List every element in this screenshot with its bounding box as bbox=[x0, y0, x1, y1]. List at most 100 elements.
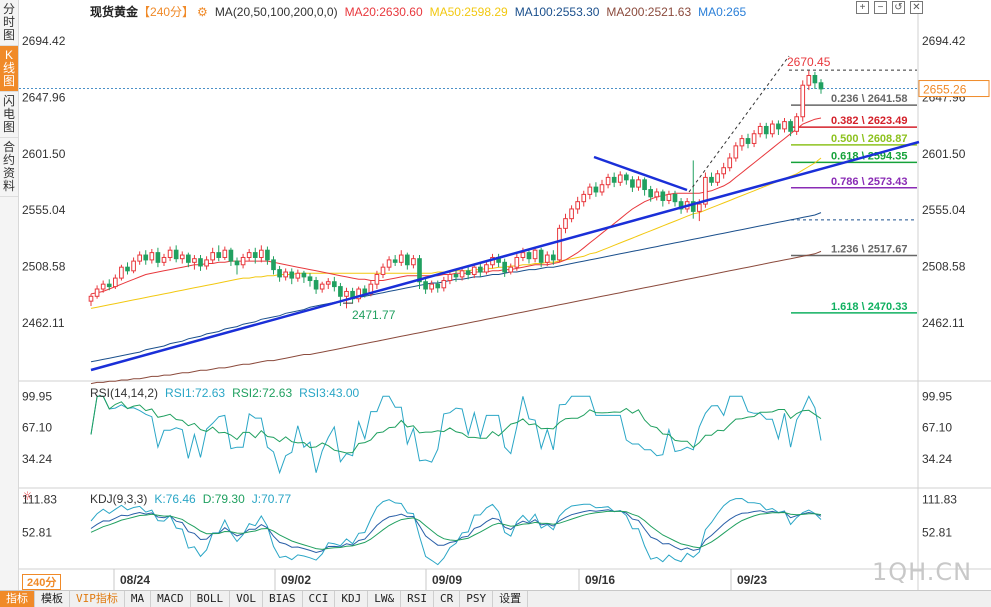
candle-body bbox=[770, 123, 775, 135]
candle-body bbox=[788, 121, 793, 132]
candle bbox=[478, 263, 483, 277]
rsi-tick-right-2: 34.24 bbox=[922, 452, 952, 466]
fib-label-1.236: 1.236 \ 2517.67 bbox=[831, 243, 907, 255]
candle bbox=[770, 120, 775, 138]
candle bbox=[380, 263, 386, 279]
side-tab-0[interactable]: 分时图 bbox=[0, 0, 18, 46]
candle bbox=[265, 246, 270, 265]
candle-body bbox=[94, 288, 100, 297]
candle bbox=[587, 183, 593, 200]
rsi-tick-right-0: 99.95 bbox=[922, 389, 952, 403]
candle-body bbox=[246, 252, 252, 258]
refresh-icon[interactable]: ↺ bbox=[892, 1, 905, 14]
price-tick-right-5: 2462.11 bbox=[922, 316, 965, 330]
kdj-d-value: D:79.30 bbox=[202, 492, 245, 506]
candle-body bbox=[593, 186, 599, 193]
fib-label-0.786: 0.786 \ 2573.43 bbox=[831, 176, 907, 188]
candle-body bbox=[155, 252, 161, 263]
candle-body bbox=[210, 252, 215, 261]
toolbar-item-13[interactable]: PSY bbox=[460, 590, 494, 607]
toolbar-item-11[interactable]: RSI bbox=[401, 590, 434, 607]
candle bbox=[447, 270, 453, 285]
candle bbox=[636, 176, 641, 191]
candle-body bbox=[392, 259, 398, 263]
candle-body bbox=[113, 277, 118, 288]
zoom-in-icon[interactable]: + bbox=[856, 1, 869, 14]
candle bbox=[508, 263, 514, 275]
candle-body bbox=[551, 254, 556, 261]
price-tick-right-3: 2555.04 bbox=[922, 203, 966, 217]
candle bbox=[356, 286, 361, 303]
toolbar-item-5[interactable]: BOLL bbox=[191, 590, 231, 607]
toolbar-item-2[interactable]: VIP指标 bbox=[70, 590, 125, 607]
candle-body bbox=[192, 258, 197, 263]
toolbar-item-7[interactable]: BIAS bbox=[263, 590, 303, 607]
side-tab-3[interactable]: 合约资料 bbox=[0, 138, 18, 197]
candle-body bbox=[745, 138, 751, 144]
toolbar-item-9[interactable]: KDJ bbox=[335, 590, 369, 607]
rsi1-line bbox=[90, 395, 822, 475]
candle-body bbox=[660, 191, 666, 201]
high-price-label: 2670.45 bbox=[787, 55, 831, 69]
candle bbox=[563, 213, 568, 234]
toolbar-item-6[interactable]: VOL bbox=[230, 590, 263, 607]
candle bbox=[776, 120, 781, 135]
candle-body bbox=[672, 193, 678, 203]
candle bbox=[125, 262, 130, 275]
candle bbox=[228, 247, 234, 266]
candle-body bbox=[332, 281, 337, 288]
rsi-name: RSI(14,14,2) bbox=[90, 386, 159, 400]
ma-legend: 现货黄金【240分】 ⚙ MA(20,50,100,200,0,0) MA20:263… bbox=[90, 3, 753, 20]
candle-body bbox=[356, 288, 361, 300]
candle bbox=[648, 185, 653, 202]
toolbar-item-0[interactable]: 指标 bbox=[0, 590, 35, 607]
kdj-j-line bbox=[90, 497, 822, 566]
x-label-09/09: 09/09 bbox=[432, 573, 462, 587]
price-tick-left-1: 2647.96 bbox=[22, 90, 66, 104]
fib-label-0.382: 0.382 \ 2623.49 bbox=[831, 115, 907, 127]
candle-body bbox=[599, 184, 605, 193]
candle bbox=[599, 179, 605, 196]
candle bbox=[283, 268, 288, 281]
candle-body bbox=[88, 295, 94, 302]
toolbar-item-1[interactable]: 模板 bbox=[35, 590, 70, 607]
candle bbox=[471, 263, 477, 279]
candle-body bbox=[277, 269, 282, 278]
gear-icon[interactable]: ⚙ bbox=[197, 5, 208, 19]
resistance-trendline bbox=[593, 155, 688, 192]
close-icon[interactable]: ✕ bbox=[910, 1, 923, 14]
toolbar-item-14[interactable]: 设置 bbox=[493, 590, 529, 607]
fib-anchor-line bbox=[688, 55, 790, 193]
candle bbox=[186, 252, 191, 268]
candle bbox=[605, 173, 611, 189]
candle bbox=[411, 255, 416, 269]
period-selector[interactable]: 240分 bbox=[22, 574, 62, 590]
toolbar-item-4[interactable]: MACD bbox=[151, 590, 191, 607]
candle bbox=[277, 265, 282, 282]
candle bbox=[435, 280, 441, 293]
toolbar-item-8[interactable]: CCI bbox=[303, 590, 336, 607]
candle bbox=[763, 122, 769, 139]
candle bbox=[690, 160, 696, 219]
toolbar-item-10[interactable]: LW& bbox=[368, 590, 402, 607]
candle bbox=[544, 251, 550, 266]
candle-body bbox=[733, 145, 739, 159]
ma-params: MA(20,50,100,200,0,0) bbox=[214, 5, 338, 19]
price-tick-left-0: 2694.42 bbox=[22, 34, 66, 48]
candle-body bbox=[411, 258, 416, 266]
candle-body bbox=[630, 179, 635, 188]
toolbar-item-3[interactable]: MA bbox=[125, 590, 152, 607]
candle-body bbox=[149, 252, 155, 261]
zoom-out-icon[interactable]: − bbox=[874, 1, 887, 14]
candle-body bbox=[459, 270, 465, 278]
toolbar-item-12[interactable]: CR bbox=[434, 590, 461, 607]
candle-body bbox=[167, 249, 173, 258]
candle bbox=[745, 133, 751, 149]
kdj-name: KDJ(9,3,3) bbox=[90, 492, 148, 506]
candle-body bbox=[806, 75, 812, 86]
side-tab-2[interactable]: 闪电图 bbox=[0, 92, 18, 138]
x-label-09/02: 09/02 bbox=[281, 573, 311, 587]
